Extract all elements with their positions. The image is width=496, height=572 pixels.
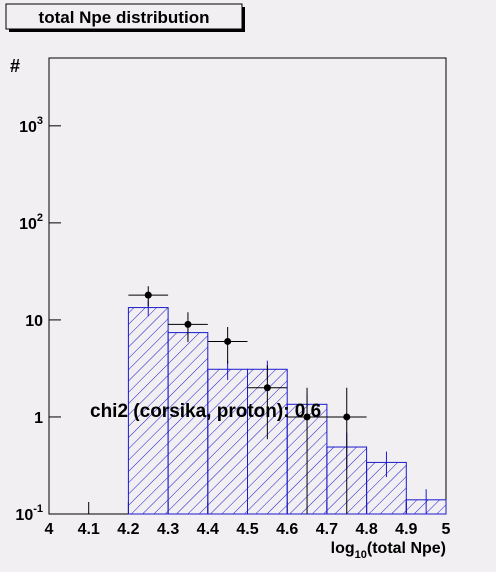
x-axis-label: log10(total Npe) <box>331 540 446 561</box>
x-tick-label: 4 <box>45 521 54 538</box>
x-tick-label: 4.7 <box>316 521 338 538</box>
data-point <box>144 291 152 299</box>
x-tick-label: 4.5 <box>236 521 258 538</box>
y-tick-label: 1 <box>34 410 43 427</box>
y-tick-base: 10 <box>19 119 37 136</box>
x-tick-label: 4.2 <box>117 521 139 538</box>
data-point <box>184 320 192 328</box>
y-tick-exp: 2 <box>37 212 43 224</box>
y-tick-exp: -1 <box>33 503 43 515</box>
x-tick-label: 5 <box>442 521 451 538</box>
y-tick-label: 102 <box>19 212 43 233</box>
chart-title: total Npe distribution <box>39 8 210 27</box>
data-point <box>343 413 351 421</box>
x-tick-label: 4.9 <box>395 521 417 538</box>
y-axis-label: # <box>10 56 20 76</box>
x-label-main: log <box>331 540 355 557</box>
x-tick-label: 4.8 <box>355 521 377 538</box>
y-tick-label: 103 <box>19 115 43 136</box>
y-tick-base: 10 <box>19 216 37 233</box>
data-point <box>263 384 271 392</box>
title-box <box>5 3 243 30</box>
x-tick-label: 4.1 <box>78 521 100 538</box>
y-tick-exp: 3 <box>37 115 43 127</box>
x-tick-label: 4.3 <box>157 521 179 538</box>
data-point <box>224 337 232 345</box>
x-tick-label: 4.4 <box>197 521 219 538</box>
x-label-rest: (total Npe) <box>367 540 446 557</box>
y-tick-label: 10-1 <box>15 503 43 524</box>
x-label-sub: 10 <box>355 549 367 561</box>
x-tick-label: 4.6 <box>276 521 298 538</box>
y-tick-base: 10 <box>15 507 33 524</box>
y-tick-label: 10 <box>25 313 43 330</box>
hist-bar <box>127 307 169 515</box>
data-point <box>303 413 311 421</box>
hist-bar <box>207 368 249 515</box>
annotation: chi2 (corsika, proton): 0.6 <box>90 401 321 422</box>
hist-bar <box>167 332 209 515</box>
